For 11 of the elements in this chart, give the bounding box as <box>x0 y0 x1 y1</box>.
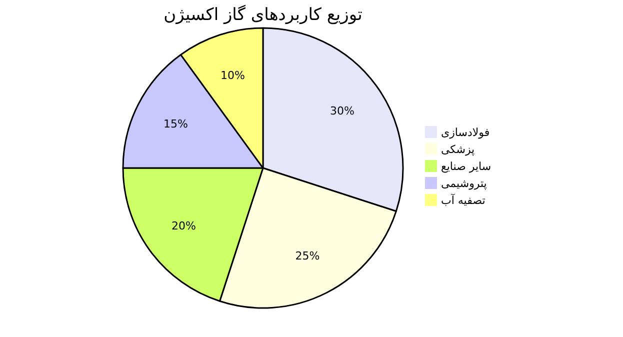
data-label: 20% <box>171 220 196 233</box>
legend-label: سایر صنایع <box>441 160 492 173</box>
data-label: 15% <box>163 118 188 131</box>
legend-label: پتروشیمی <box>441 177 487 190</box>
legend-label: فولادسازی <box>441 126 490 139</box>
data-label: 10% <box>220 68 245 82</box>
chart-title: توزیع کاربردهای گاز اکسیژن <box>164 4 363 25</box>
data-label: 30% <box>330 104 355 118</box>
legend-label: تصفیه آب <box>441 193 486 207</box>
data-label: 25% <box>295 249 320 262</box>
legend-label: پزشکی <box>441 143 475 156</box>
